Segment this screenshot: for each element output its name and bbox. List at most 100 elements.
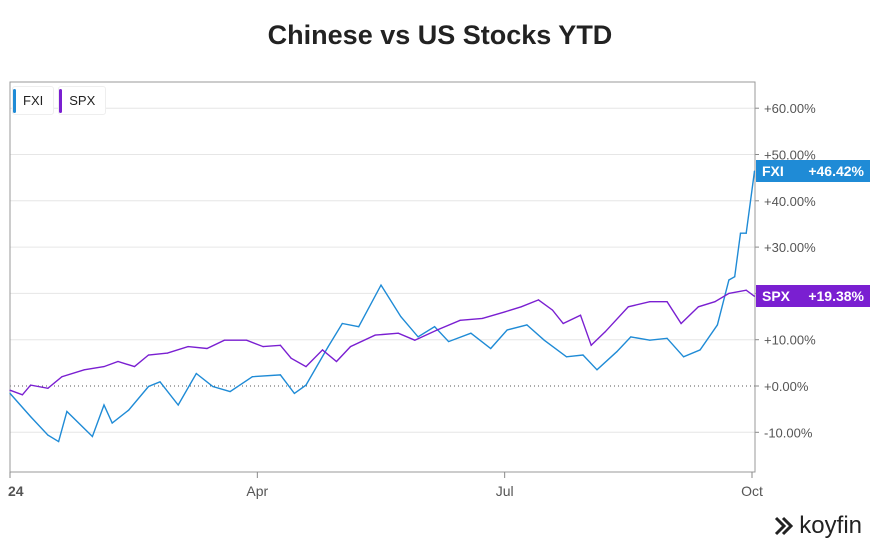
data-point-fxi [251, 376, 253, 378]
koyfin-logo-icon [775, 516, 794, 536]
data-point-fxi [470, 332, 472, 334]
data-point-fxi [103, 404, 105, 406]
data-point-spx [397, 332, 399, 334]
koyfin-logo-text: koyfin [799, 512, 862, 539]
data-point-spx [279, 344, 282, 346]
data-point-spx [246, 339, 248, 341]
data-point-fxi [380, 284, 382, 286]
data-point-fxi [400, 315, 402, 318]
data-point-fxi [448, 340, 450, 343]
y-tick-label: +50.00% [764, 148, 816, 163]
data-point-spx [223, 339, 225, 341]
data-point-fxi [111, 422, 113, 424]
data-point-spx [604, 331, 606, 333]
data-point-spx [290, 357, 292, 359]
y-tick-label: +60.00% [764, 101, 816, 116]
koyfin-logo: koyfin [773, 512, 862, 540]
data-point-spx [537, 299, 540, 301]
plot-frame [9, 81, 756, 473]
data-point-spx [30, 384, 32, 386]
data-point-fxi [543, 339, 545, 341]
data-point-spx [335, 360, 338, 363]
data-point-fxi [305, 384, 307, 386]
data-point-spx [374, 334, 376, 336]
data-point-spx [187, 346, 189, 348]
data-point-fxi [128, 409, 130, 411]
y-tick-label: +40.00% [764, 194, 816, 209]
data-point-spx [436, 329, 438, 331]
data-point-fxi [745, 232, 747, 234]
data-point-spx [680, 322, 682, 325]
tag-name-spx: SPX [762, 288, 791, 305]
data-point-spx [753, 295, 756, 297]
data-point-fxi [596, 369, 598, 371]
data-point-spx [349, 346, 352, 348]
data-point-spx [147, 354, 150, 356]
data-point-spx [83, 369, 85, 371]
data-point-spx [551, 309, 554, 311]
legend-item-fxi[interactable]: FXI [12, 86, 55, 115]
data-point-fxi [229, 390, 231, 393]
data-point-fxi [753, 170, 756, 172]
data-point-fxi [649, 339, 651, 341]
tag-value-spx: +19.38% [808, 288, 864, 305]
series-line-fxi [9, 171, 756, 443]
data-point-spx [321, 349, 324, 351]
chart-title: Chinese vs US Stocks YTD [267, 20, 613, 50]
data-point-fxi [58, 440, 60, 443]
data-point-fxi [506, 329, 508, 331]
legend-swatch-spx [59, 88, 63, 113]
data-point-spx [21, 394, 23, 396]
data-point-spx [414, 339, 416, 341]
data-point-spx [133, 365, 136, 368]
data-point-spx [166, 352, 169, 354]
data-point-fxi [147, 385, 150, 388]
data-point-spx [206, 347, 208, 350]
data-point-spx [520, 306, 522, 308]
data-point-spx [627, 306, 629, 308]
data-point-spx [481, 317, 484, 320]
legend-item-spx[interactable]: SPX [58, 86, 107, 115]
data-point-fxi [293, 392, 296, 395]
data-point-spx [649, 301, 651, 303]
data-point-fxi [728, 279, 730, 281]
data-point-fxi [616, 351, 618, 353]
tag-value-fxi: +46.42% [808, 163, 864, 180]
tag-name-fxi: FXI [762, 163, 784, 180]
legend-label-fxi: FXI [23, 93, 44, 108]
x-tick-label: Apr [246, 483, 268, 499]
data-point-fxi [195, 372, 197, 375]
data-point-spx [728, 292, 730, 294]
data-point-fxi [734, 276, 736, 278]
data-point-fxi [565, 356, 568, 358]
y-tick-label: +30.00% [764, 240, 816, 255]
data-point-spx [562, 322, 564, 325]
data-point-fxi [91, 435, 94, 438]
data-point-fxi [699, 349, 701, 351]
data-point-fxi [526, 324, 528, 326]
data-point-spx [504, 311, 506, 313]
data-point-fxi [666, 337, 668, 339]
data-point-spx [305, 365, 307, 368]
data-point-spx [745, 289, 747, 291]
data-point-fxi [47, 434, 49, 436]
y-tick-label: +0.00% [764, 379, 809, 394]
data-point-spx [590, 344, 592, 346]
data-point-fxi [279, 374, 282, 376]
data-point-spx [579, 314, 582, 316]
data-point-fxi [159, 381, 161, 383]
legend-swatch-fxi [13, 88, 16, 113]
y-tick-label: +10.00% [764, 333, 816, 348]
data-point-fxi [341, 322, 343, 325]
data-point-fxi [490, 347, 492, 350]
data-point-spx [697, 306, 700, 308]
x-tick-label: 24 [8, 483, 24, 499]
data-point-spx [117, 360, 119, 363]
data-point-spx [262, 346, 264, 348]
x-tick-label: Jul [496, 483, 514, 499]
data-point-fxi [582, 354, 584, 356]
data-point-fxi [30, 415, 32, 418]
data-point-fxi [630, 336, 632, 338]
